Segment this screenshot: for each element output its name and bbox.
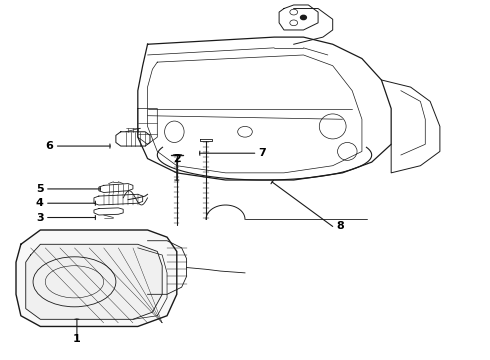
Text: 2: 2 bbox=[173, 154, 181, 163]
Polygon shape bbox=[26, 244, 162, 319]
Text: 7: 7 bbox=[259, 148, 267, 158]
Text: 3: 3 bbox=[36, 212, 44, 222]
Text: 8: 8 bbox=[337, 221, 344, 231]
Text: 4: 4 bbox=[36, 198, 44, 208]
Text: 5: 5 bbox=[36, 184, 44, 194]
Polygon shape bbox=[16, 230, 177, 327]
Circle shape bbox=[300, 15, 306, 19]
Text: 1: 1 bbox=[73, 334, 81, 344]
Text: 6: 6 bbox=[46, 141, 53, 151]
